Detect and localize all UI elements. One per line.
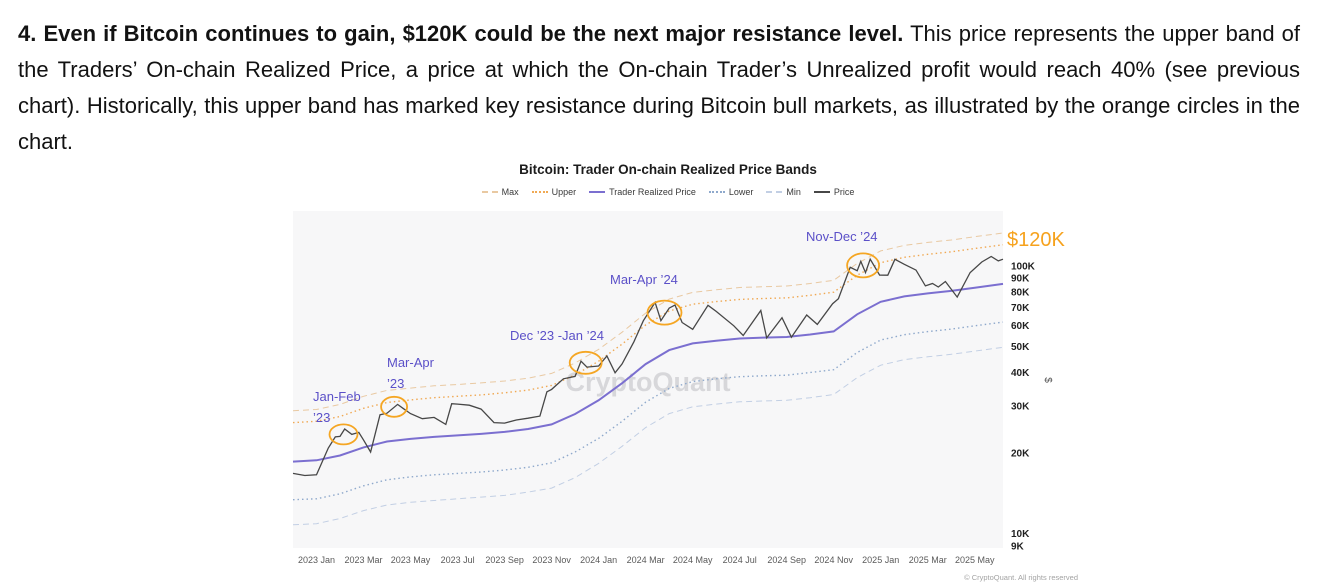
y-tick-label: 50K	[1011, 342, 1030, 353]
series-min	[292, 346, 1004, 526]
legend-item-max: Max	[481, 187, 519, 197]
x-tick-label: 2024 Nov	[814, 555, 853, 565]
x-tick-label: 2024 Sep	[767, 555, 806, 565]
legend-label: Lower	[728, 187, 754, 197]
legend-item-price: Price	[813, 187, 855, 197]
price-chart-svg: CryptoQuant Jan-Feb ’23 Mar-Apr ’23 Dec ’23 -…	[292, 211, 1078, 582]
chart-legend: Max Upper Trader Realized Price Lower Min Pri…	[288, 187, 1048, 197]
resistance-label: $120K	[1007, 229, 1065, 251]
y-tick-label: 10K	[1011, 529, 1030, 540]
x-tick-label: 2025 Mar	[909, 555, 947, 565]
annotation-label: ’23	[387, 376, 404, 391]
annotation-label: Mar-Apr	[387, 355, 435, 370]
x-tick-label: 2024 May	[673, 555, 713, 565]
x-tick-label: 2023 Sep	[485, 555, 524, 565]
legend-item-lower: Lower	[708, 187, 754, 197]
annotation-label: Dec ’23 -Jan ’24	[510, 328, 604, 343]
legend-mark-lower	[708, 191, 725, 193]
series-price	[292, 255, 1004, 477]
y-tick-label: 40K	[1011, 368, 1030, 379]
series-trader-realized-price	[292, 282, 1004, 463]
annotation-circle	[328, 423, 359, 446]
legend-mark-upper	[531, 191, 548, 193]
y-tick-label: 80K	[1011, 287, 1030, 298]
y-tick-label: 100K	[1011, 262, 1036, 273]
x-tick-label: 2024 Jan	[580, 555, 617, 565]
series-lower	[292, 321, 1004, 501]
legend-label: Trader Realized Price	[609, 187, 696, 197]
legend-mark-min	[766, 191, 783, 193]
annotation-label: Nov-Dec ’24	[806, 229, 878, 244]
x-tick-label: 2023 Nov	[532, 555, 571, 565]
x-tick-label: 2023 Mar	[344, 555, 382, 565]
legend-label: Min	[786, 187, 801, 197]
legend-mark-trader-realized-price	[589, 191, 606, 193]
legend-item-min: Min	[766, 187, 801, 197]
x-tick-label: 2023 Jul	[441, 555, 475, 565]
annotation-circle	[646, 299, 683, 326]
annotation-circle	[846, 252, 880, 279]
series-max	[292, 232, 1004, 412]
legend-mark-price	[813, 191, 830, 193]
y-tick-label: 30K	[1011, 402, 1030, 413]
annotation-label: Mar-Apr ’24	[610, 272, 678, 287]
intro-paragraph: 4. Even if Bitcoin continues to gain, $1…	[0, 0, 1318, 160]
legend-label: Price	[833, 187, 855, 197]
annotation-circle	[380, 395, 408, 418]
y-tick-label: 60K	[1011, 321, 1030, 332]
chart-figure: Bitcoin: Trader On-chain Realized Price …	[0, 160, 1318, 588]
x-tick-label: 2023 May	[391, 555, 431, 565]
x-tick-label: 2025 Jan	[862, 555, 899, 565]
x-tick-label: 2024 Jul	[723, 555, 757, 565]
y-axis-unit: $	[1042, 377, 1053, 383]
legend-label: Max	[501, 187, 519, 197]
annotation-circle	[568, 350, 603, 375]
legend-mark-max	[481, 191, 498, 193]
annotation-label: Jan-Feb	[313, 389, 361, 404]
y-tick-label: 90K	[1011, 274, 1030, 285]
watermark: CryptoQuant	[566, 367, 731, 397]
legend-item-trader-realized-price: Trader Realized Price	[589, 187, 696, 197]
x-tick-label: 2023 Jan	[298, 555, 335, 565]
x-tick-label: 2024 Mar	[627, 555, 665, 565]
chart-title: Bitcoin: Trader On-chain Realized Price …	[519, 162, 817, 177]
y-tick-label: 70K	[1011, 303, 1030, 314]
x-tick-label: 2025 May	[955, 555, 995, 565]
legend-item-upper: Upper	[531, 187, 577, 197]
plot-background	[293, 211, 1003, 548]
legend-label: Upper	[551, 187, 577, 197]
y-tick-label: 9K	[1011, 541, 1025, 552]
intro-body-text: This price represents the upper band of …	[18, 21, 1300, 154]
copyright-notice: © CryptoQuant. All rights reserved	[964, 573, 1078, 582]
annotation-label: ’23	[313, 410, 330, 425]
y-tick-label: 20K	[1011, 449, 1030, 460]
series-upper	[292, 244, 1004, 424]
intro-bold-lead: 4. Even if Bitcoin continues to gain, $1…	[18, 21, 904, 46]
